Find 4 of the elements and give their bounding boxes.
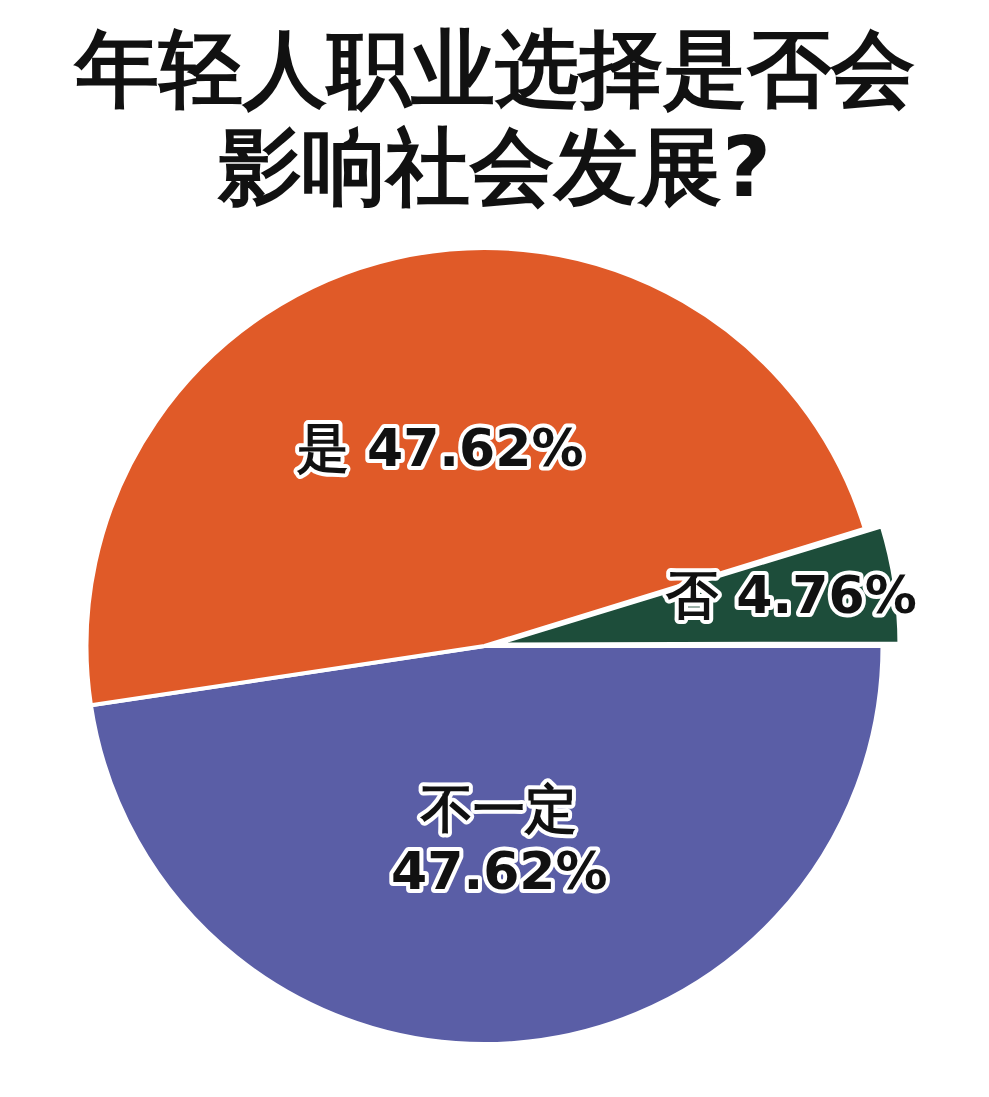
chart-title: 年轻人职业选择是否会影响社会发展? xyxy=(72,20,916,216)
data-label: 47.62% xyxy=(391,840,608,901)
slice-label: 不一定 xyxy=(419,778,578,839)
slice-label: 是 47.62% xyxy=(295,417,584,478)
